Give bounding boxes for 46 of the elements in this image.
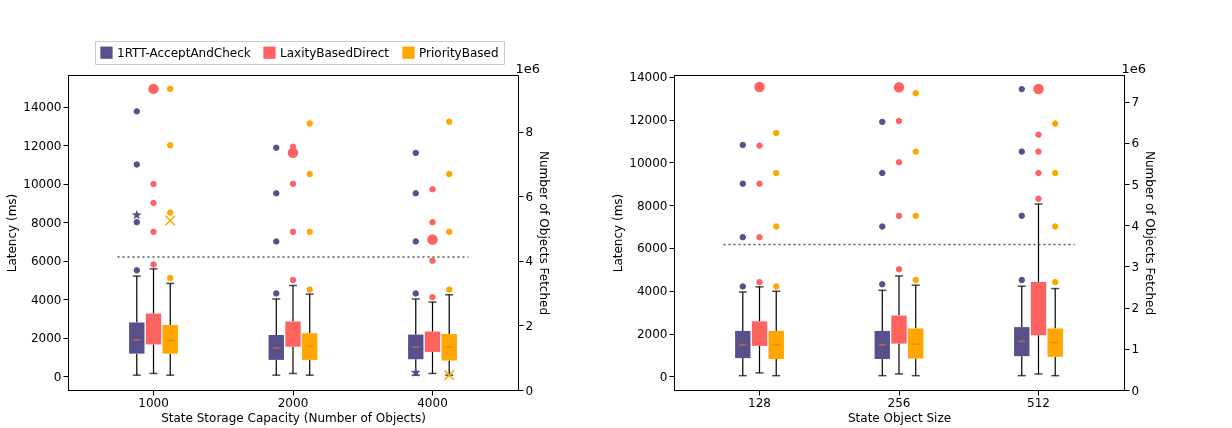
x-axis-title: State Object Size xyxy=(847,410,952,425)
y2-tick-label: 7 xyxy=(1131,95,1140,110)
y-tick-label: 2000 xyxy=(30,331,62,346)
y-tick-label: 4000 xyxy=(636,284,668,299)
y-tick-label: 8000 xyxy=(30,215,62,230)
y-axis-title: Latency (ms) xyxy=(5,193,20,273)
legend-label: 1RTT-AcceptAndCheck xyxy=(117,45,251,60)
y2-tick-label: 8 xyxy=(525,125,534,140)
y2-tick-label: 3 xyxy=(1131,259,1140,274)
x-tick-label: 256 xyxy=(887,395,911,410)
y-tick-label: 4000 xyxy=(30,292,62,307)
y-tick-label: 12000 xyxy=(23,138,62,153)
x-tick-label: 4000 xyxy=(417,395,448,410)
y-tick-label: 6000 xyxy=(636,241,668,256)
y-tick-label: 0 xyxy=(53,369,62,384)
y-axis-title: Latency (ms) xyxy=(611,193,626,273)
y-tick-label: 0 xyxy=(659,369,668,384)
annotation: 1e6 xyxy=(515,61,540,76)
y2-axis-title: Number of Objects Fetched xyxy=(537,150,552,316)
y-tick-label: 14000 xyxy=(23,100,62,115)
y-tick-label: 10000 xyxy=(629,155,668,170)
y-tick-label: 12000 xyxy=(629,113,668,128)
x-tick-label: 1000 xyxy=(138,395,169,410)
y2-tick-label: 4 xyxy=(525,254,534,269)
y2-tick-label: 4 xyxy=(1131,218,1140,233)
annotation: 1e6 xyxy=(1121,61,1146,76)
y2-tick-label: 5 xyxy=(1131,177,1140,192)
y-tick-label: 6000 xyxy=(30,254,62,269)
legend-label: PriorityBased xyxy=(419,45,499,60)
y2-tick-label: 2 xyxy=(525,318,534,333)
y2-tick-label: 6 xyxy=(1131,136,1140,151)
y2-tick-label: 2 xyxy=(1131,301,1140,316)
x-tick-label: 512 xyxy=(1027,395,1050,410)
y2-tick-label: 1 xyxy=(1131,342,1140,357)
x-tick-label: 2000 xyxy=(277,395,309,410)
x-tick-label: 128 xyxy=(748,395,771,410)
y-tick-label: 8000 xyxy=(636,198,668,213)
y2-tick-label: 6 xyxy=(525,189,534,204)
y-tick-label: 10000 xyxy=(23,177,62,192)
y2-tick-label: 0 xyxy=(1131,383,1140,398)
y-tick-label: 14000 xyxy=(629,70,668,85)
y-tick-label: 2000 xyxy=(636,327,668,342)
y2-tick-label: 0 xyxy=(525,383,534,398)
legend-label: LaxityBasedDirect xyxy=(280,45,390,60)
x-axis-title: State Storage Capacity (Number of Objects) xyxy=(161,410,426,425)
y2-axis-title: Number of Objects Fetched xyxy=(1143,150,1158,316)
